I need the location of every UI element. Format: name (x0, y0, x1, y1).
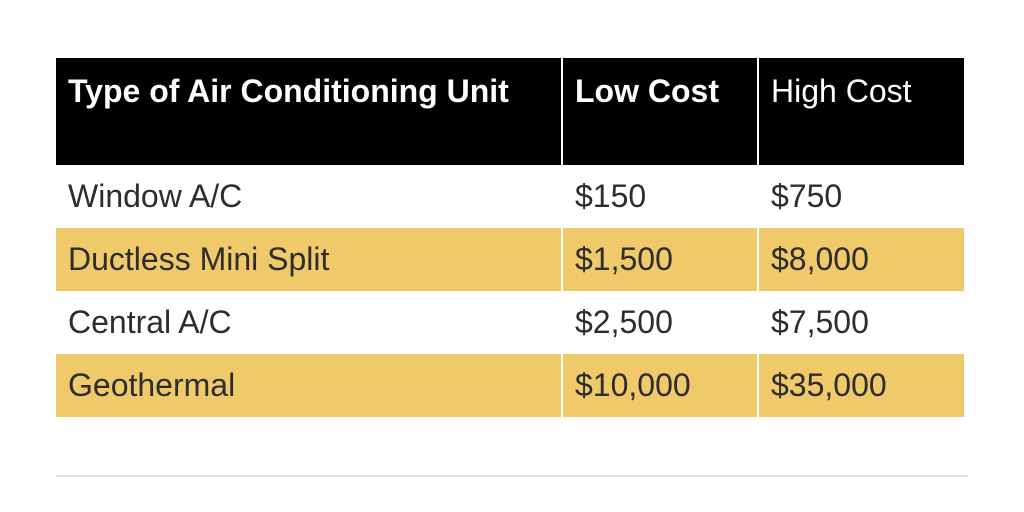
table-cell: $7,500 (757, 291, 964, 354)
header-row: Type of Air Conditioning Unit Low Cost H… (56, 58, 964, 165)
table-cell: Geothermal (56, 354, 562, 417)
table-cell: $2,500 (561, 291, 758, 354)
table-cell: Window A/C (68, 178, 243, 214)
header-cell: Low Cost (561, 58, 758, 165)
table-cell: $35,000 (757, 354, 964, 417)
table-header: Type of Air Conditioning Unit Low Cost H… (56, 58, 964, 165)
table-cell: $1,500 (561, 228, 758, 291)
table-row: Ductless Mini Split $1,500 $8,000 (56, 228, 964, 291)
table-cell: $8,000 (757, 228, 964, 291)
header-cell: Type of Air Conditioning Unit (56, 58, 562, 165)
table-row: Central A/C $2,500 $7,500 (56, 291, 964, 354)
cost-table: Type of Air Conditioning Unit Low Cost H… (56, 58, 964, 417)
table-row: Window A/C $150 $750 (56, 165, 964, 228)
table-cell: $150 (561, 165, 758, 228)
table-cell: Ductless Mini Split (56, 228, 562, 291)
table-cell: $10,000 (561, 354, 758, 417)
divider (56, 475, 968, 477)
table-row: Geothermal $10,000 $35,000 (56, 354, 964, 417)
header-cell: High Cost (757, 58, 964, 165)
table-cell: $750 (757, 165, 964, 228)
table-body: Window A/C $150 $750 Ductless Mini Split $1,… (56, 165, 964, 417)
table-cell: Central A/C (68, 304, 232, 340)
